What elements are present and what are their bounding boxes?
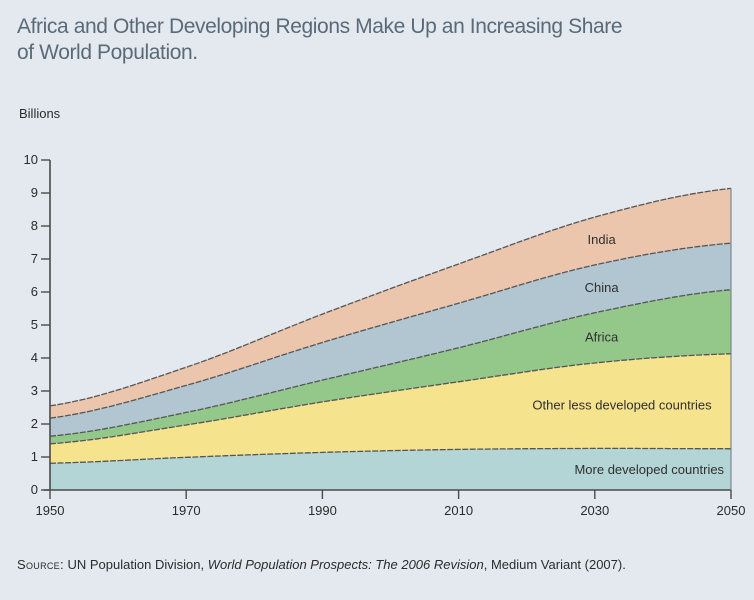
boundary-lines-group [49, 187, 732, 464]
x-tick-label: 2010 [444, 503, 473, 518]
area-labels-group: More developed countries Other less devel… [532, 232, 724, 477]
areas-group [50, 188, 731, 490]
x-tick-label: 2050 [717, 503, 746, 518]
y-tick-label: 5 [31, 317, 38, 332]
x-tick-label: 1950 [36, 503, 65, 518]
y-tick-label: 6 [31, 284, 38, 299]
chart-title: Africa and Other Developing Regions Make… [17, 14, 717, 66]
x-tick-label: 1970 [172, 503, 201, 518]
source-note: Source: UN Population Division, World Po… [17, 557, 626, 572]
area-label-china: China [585, 280, 620, 295]
source-text-before: UN Population Division, [63, 557, 208, 572]
source-label: Source: [17, 557, 64, 572]
source-text-after: , Medium Variant (2007). [483, 557, 626, 572]
boundary-africa [49, 289, 732, 437]
y-tick-label: 8 [31, 218, 38, 233]
y-tick-label: 3 [31, 383, 38, 398]
y-tick-label: 4 [31, 350, 38, 365]
area-label-other-less-developed-countries: Other less developed countries [532, 397, 712, 412]
boundary-china [49, 242, 732, 419]
y-axis-label: Billions [19, 106, 61, 121]
area-other-less-developed-countries [50, 353, 731, 464]
y-tick-label: 2 [31, 416, 38, 431]
area-india [50, 188, 731, 419]
chart-title-line-1: Africa and Other Developing Regions Make… [17, 15, 623, 38]
y-tick-label: 0 [31, 482, 38, 497]
boundary-india [49, 187, 732, 407]
x-tick-label: 1990 [308, 503, 337, 518]
y-tick-label: 1 [31, 449, 38, 464]
y-tick-label: 7 [31, 251, 38, 266]
x-tick-label: 2030 [580, 503, 609, 518]
area-label-more-developed-countries: More developed countries [574, 462, 724, 477]
boundary-other-less-developed-countries [49, 353, 732, 445]
chart-title-line-2: of World Population. [17, 41, 198, 64]
area-label-india: India [588, 232, 617, 247]
source-publication: World Population Prospects: The 2006 Rev… [207, 557, 484, 572]
area-label-africa: Africa [585, 330, 619, 345]
y-tick-label: 9 [31, 185, 38, 200]
area-china [50, 243, 731, 437]
axes-group: 0 1 2 3 4 5 6 7 8 9 10 1950 1970 1990 2010 2030 2050 [24, 152, 746, 518]
boundary-more-developed-countries [49, 447, 732, 464]
area-more-developed-countries [50, 448, 731, 490]
y-tick-label: 10 [24, 152, 38, 167]
